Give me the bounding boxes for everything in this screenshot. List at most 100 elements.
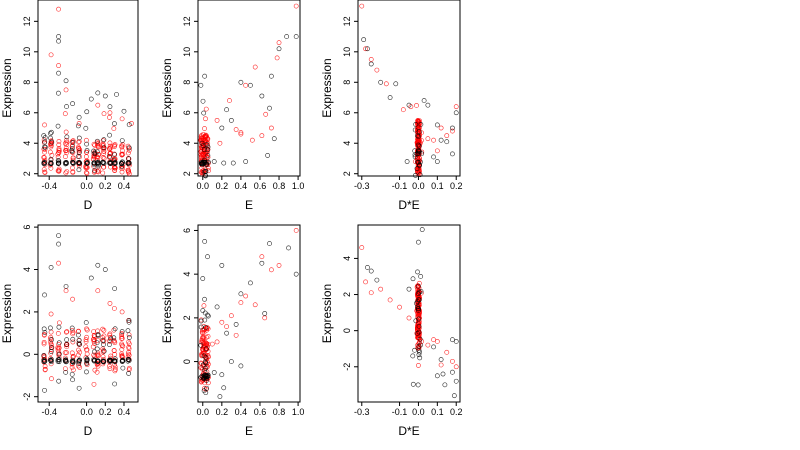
data-point-black <box>75 332 81 338</box>
data-point-red <box>84 149 90 155</box>
data-point-black <box>421 98 427 103</box>
data-point-red <box>112 351 118 357</box>
data-point-red <box>70 339 76 345</box>
data-point-black <box>41 326 47 332</box>
data-point-red <box>63 329 69 335</box>
data-point-black <box>92 168 98 173</box>
data-point-red <box>126 367 132 373</box>
x-axis-title: D <box>84 198 93 212</box>
data-point-red <box>416 145 422 151</box>
data-point-red <box>203 106 209 112</box>
data-point-red <box>414 103 419 108</box>
data-point-red <box>70 165 75 171</box>
data-point-black <box>84 148 90 153</box>
data-point-black <box>101 359 106 365</box>
data-point-red <box>70 296 75 302</box>
data-point-red <box>209 341 215 347</box>
data-point-red <box>56 345 62 351</box>
x-tick-label: 0.0 <box>80 181 93 191</box>
data-point-red <box>205 137 210 143</box>
data-point-red <box>204 327 210 333</box>
data-point-red <box>374 67 380 73</box>
data-point-red <box>48 142 53 147</box>
data-point-black <box>203 378 209 383</box>
data-point-black <box>203 169 209 175</box>
data-point-red <box>126 147 132 153</box>
data-point-black <box>198 324 204 330</box>
data-point-black <box>205 313 211 319</box>
y-tick-label: 8 <box>182 80 192 85</box>
data-point-black <box>102 267 108 272</box>
data-point-black <box>70 377 75 383</box>
panel-bottom-E: 0.0 0.2 0.4 0.6 0.8 1.0 0 2 4 6 E Expression <box>160 224 304 438</box>
data-point-black <box>453 339 459 344</box>
x-axis-title: D*E <box>398 198 419 212</box>
data-point-black <box>410 353 416 359</box>
data-point-red <box>56 6 61 12</box>
data-point-red <box>228 313 234 319</box>
data-point-red <box>214 339 220 345</box>
data-point-red <box>204 325 210 331</box>
data-point-black <box>48 161 53 167</box>
data-point-red <box>415 284 421 290</box>
data-point-red <box>83 337 89 343</box>
x-tick-label: 0.2 <box>216 407 229 417</box>
data-point-black <box>95 358 101 364</box>
data-point-red <box>100 335 106 340</box>
data-point-black <box>42 292 47 298</box>
x-tick-label: -0.3 <box>354 181 370 191</box>
data-point-black <box>120 358 126 364</box>
data-point-red <box>198 138 204 143</box>
data-point-black <box>415 269 420 275</box>
data-point-black <box>417 162 422 168</box>
data-point-red <box>95 288 101 294</box>
data-point-black <box>286 245 291 251</box>
data-point-black <box>416 323 422 329</box>
data-point-black <box>48 264 54 270</box>
data-point-red <box>119 143 125 149</box>
data-point-black <box>417 355 423 361</box>
data-point-black <box>49 345 54 351</box>
data-point-red <box>77 364 83 370</box>
y-tick-label: 4 <box>342 256 352 261</box>
data-point-black <box>203 346 209 352</box>
data-point-red <box>201 303 207 309</box>
y-tick-label: 0 <box>22 352 32 357</box>
data-point-black <box>201 110 207 116</box>
x-tick-label: 0.2 <box>450 181 463 191</box>
data-point-black <box>106 154 112 159</box>
panel-top-DxE: -0.3 -0.1 0.0 0.1 0.2 2 4 6 8 10 12 D*E Expression <box>320 0 462 212</box>
data-point-black <box>84 369 89 375</box>
data-point-black <box>416 329 422 335</box>
data-point-black <box>56 158 62 164</box>
data-point-black <box>199 140 205 146</box>
data-point-red <box>56 320 62 326</box>
data-point-black <box>76 167 82 173</box>
data-point-black <box>219 372 225 378</box>
y-axis-title: Expression <box>0 284 14 343</box>
data-point-red <box>126 167 131 173</box>
data-point-red <box>48 140 54 146</box>
data-point-black <box>450 337 455 343</box>
data-point-red <box>90 344 96 350</box>
x-tick-label: 0.8 <box>273 181 286 191</box>
data-point-black <box>416 133 421 139</box>
data-point-black <box>102 93 108 99</box>
data-point-red <box>276 40 282 46</box>
data-point-black <box>76 340 82 346</box>
data-point-red <box>363 279 368 285</box>
data-point-red <box>414 140 420 146</box>
data-point-black <box>48 156 54 162</box>
data-point-red <box>202 339 208 345</box>
data-point-black <box>451 393 457 399</box>
data-point-black <box>205 144 211 150</box>
data-point-black <box>56 378 62 384</box>
data-point-black <box>453 378 459 384</box>
data-point-red <box>387 297 393 303</box>
data-point-red <box>95 328 100 334</box>
data-point-red <box>76 121 82 126</box>
data-point-black <box>84 141 90 147</box>
data-point-red <box>214 117 220 123</box>
data-point-black <box>200 98 206 104</box>
data-point-red <box>262 315 268 321</box>
